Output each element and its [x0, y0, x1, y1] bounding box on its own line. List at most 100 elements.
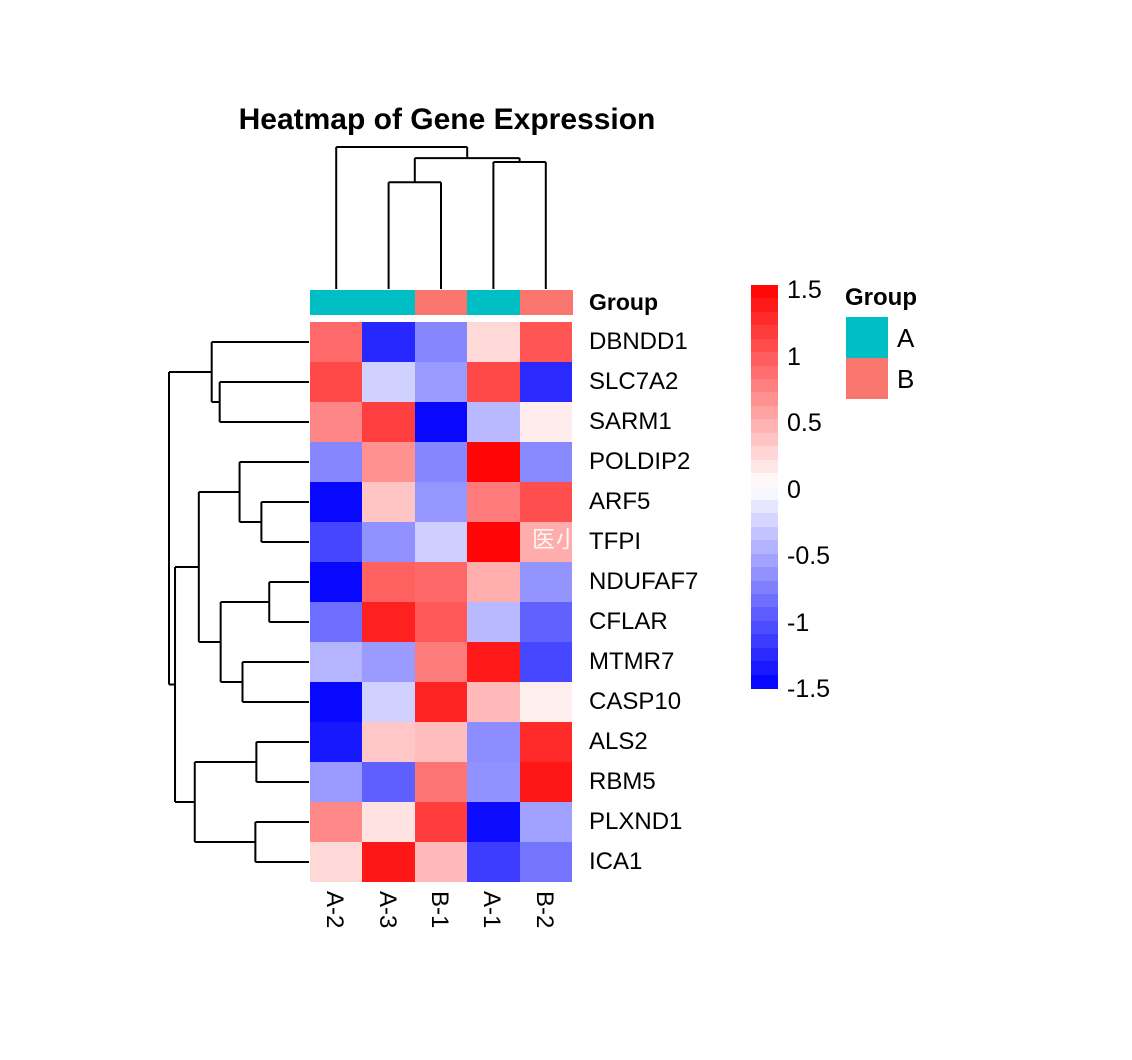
group-annotation-cell: [519, 290, 573, 315]
colorbar-band: [751, 311, 778, 326]
colorbar-band: [751, 352, 778, 367]
col-label: A-2: [321, 891, 349, 929]
row-label: ICA1: [589, 848, 643, 875]
colorbar-band: [751, 379, 778, 394]
heatmap-cell: [414, 322, 468, 362]
colorbar-band: [751, 661, 778, 676]
colorbar-band: [751, 513, 778, 528]
heatmap-cell: [519, 642, 572, 682]
heatmap-cell: [519, 562, 572, 602]
heatmap-cell: [519, 802, 572, 842]
heatmap-cell: [414, 642, 468, 682]
colorbar-band: [751, 647, 778, 662]
colorbar-band: [751, 580, 778, 595]
heatmap-cell: [310, 762, 363, 802]
annotation-row-label: Group: [589, 289, 658, 315]
heatmap-cell: [414, 562, 468, 602]
heatmap-cell: [519, 322, 572, 362]
colorbar-band: [751, 674, 778, 689]
heatmap-cell: [519, 482, 572, 522]
heatmap-cell: [467, 602, 520, 642]
heatmap-cell: [310, 402, 363, 442]
heatmap-cell: [310, 442, 363, 482]
heatmap-cell: [310, 642, 363, 682]
row-label: ARF5: [589, 488, 651, 515]
heatmap-cell: [467, 442, 520, 482]
heatmap-cell: [362, 602, 415, 642]
colorbar-band: [751, 419, 778, 434]
heatmap-cell: [467, 522, 520, 562]
colorbar-tick: -0.5: [787, 542, 831, 570]
group-annotation-cell: [362, 290, 416, 315]
group-annotation-bar: [310, 290, 573, 315]
heatmap-cell: [519, 522, 572, 562]
heatmap-cell: [310, 722, 363, 762]
colorbar-tick: 1.5: [787, 276, 822, 304]
heatmap-cell: [310, 522, 363, 562]
row-label: DBNDD1: [589, 328, 688, 355]
colorbar-tick: 0.5: [787, 409, 822, 437]
heatmap-cell: [310, 562, 363, 602]
heatmap-cell: [362, 562, 415, 602]
colorbar-tick: 1: [787, 342, 801, 371]
colorbar-band: [751, 365, 778, 380]
legend-swatch-b: [846, 358, 888, 399]
heatmap-cell: [414, 442, 468, 482]
heatmap-cell: [467, 762, 520, 802]
row-label: CFLAR: [589, 608, 668, 635]
heatmap-cell: [467, 642, 520, 682]
colorbar-band: [751, 553, 778, 568]
colorbar-band: [751, 473, 778, 488]
heatmap-cell: [519, 362, 572, 402]
heatmap-cell: [519, 602, 572, 642]
colorbar-band: [751, 325, 778, 340]
heatmap-cell: [310, 482, 363, 522]
row-label: RBM5: [589, 768, 656, 795]
heatmap-cell: [414, 722, 468, 762]
legend-title: Group: [845, 284, 917, 311]
group-annotation-cell: [467, 290, 521, 315]
colorbar-band: [751, 620, 778, 635]
heatmap-cell: [467, 722, 520, 762]
colorbar: [751, 285, 778, 689]
heatmap-cell: [467, 362, 520, 402]
heatmap-cell: [467, 322, 520, 362]
heatmap-cell: [362, 442, 415, 482]
colorbar-band: [751, 593, 778, 608]
row-label: POLDIP2: [589, 448, 691, 475]
chart-title: Heatmap of Gene Expression: [238, 103, 656, 136]
heatmap-cell: [519, 442, 572, 482]
heatmap-cell: [519, 722, 572, 762]
heatmap-cell: [467, 802, 520, 842]
legend-label: B: [897, 364, 915, 394]
heatmap-cell: [362, 802, 415, 842]
heatmap-cell: [519, 682, 572, 722]
heatmap-cell: [362, 522, 415, 562]
colorbar-band: [751, 540, 778, 555]
heatmap-cell: [467, 562, 520, 602]
row-label: CASP10: [589, 688, 682, 715]
colorbar-tick: 0: [787, 475, 801, 504]
heatmap-cell: [310, 682, 363, 722]
col-label: B-1: [426, 891, 453, 929]
heatmap-grid: [310, 322, 572, 882]
heatmap-cell: [414, 762, 468, 802]
heatmap-cell: [414, 482, 468, 522]
heatmap-cell: [362, 642, 415, 682]
colorbar-band: [751, 285, 778, 300]
colorbar-band: [751, 392, 778, 407]
heatmap-cell: [310, 362, 363, 402]
heatmap-cell: [519, 402, 572, 442]
heatmap-cell: [467, 402, 520, 442]
row-label: SARM1: [589, 408, 672, 435]
colorbar-tick: -1: [787, 608, 810, 637]
colorbar-band: [751, 446, 778, 461]
group-annotation-cell: [310, 290, 363, 315]
row-label: TFPI: [589, 528, 641, 555]
colorbar-band: [751, 338, 778, 353]
heatmap-cell: [362, 842, 415, 882]
heatmap-cell: [414, 602, 468, 642]
heatmap-cell: [414, 402, 468, 442]
